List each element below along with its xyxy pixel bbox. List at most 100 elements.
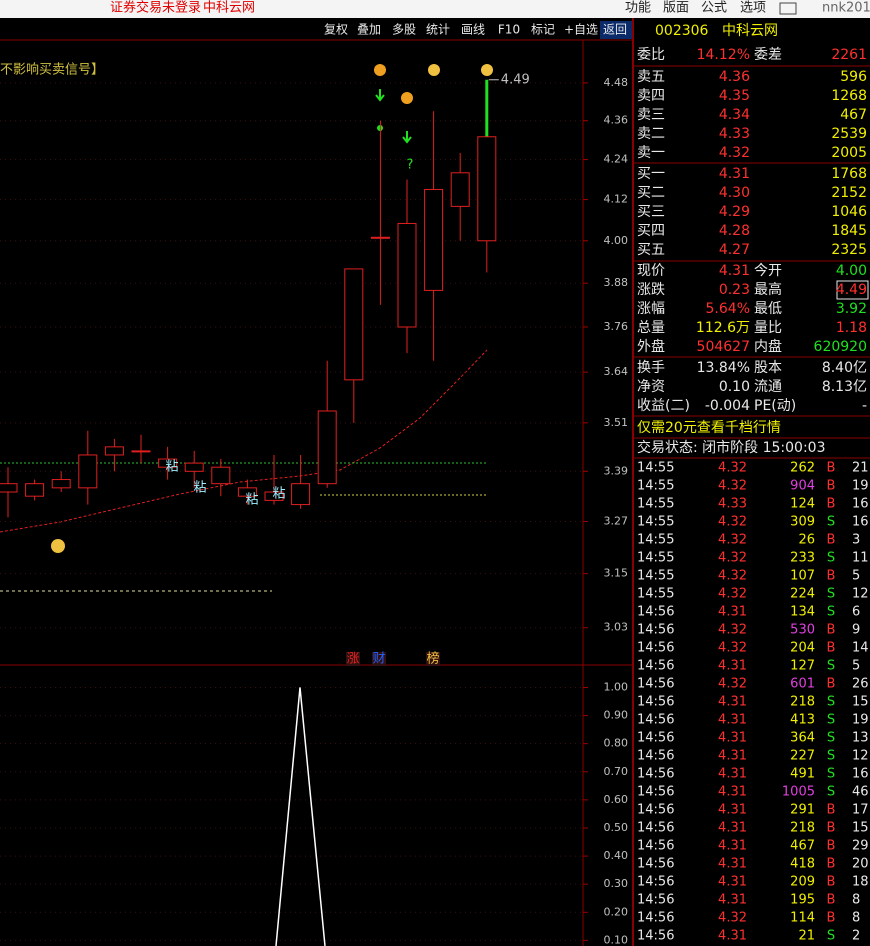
candle-body xyxy=(397,222,417,328)
trade-volume: 418 xyxy=(790,857,815,872)
quote-label: 买四 xyxy=(637,223,665,239)
trade-price: 4.32 xyxy=(718,623,747,638)
y-tick-label: 0.60 xyxy=(604,793,629,806)
trade-price: 4.31 xyxy=(718,605,747,620)
tag-bg xyxy=(346,652,360,666)
trade-time: 14:55 xyxy=(637,587,674,602)
trade-price: 4.31 xyxy=(718,659,747,674)
trade-count: 21 xyxy=(852,461,869,476)
trade-count: 16 xyxy=(852,515,869,530)
trade-count: 19 xyxy=(852,479,869,494)
trade-count: 8 xyxy=(852,893,860,908)
quote-label: PE(动) xyxy=(754,398,796,414)
trade-side: S xyxy=(827,515,835,530)
back-button-bg[interactable] xyxy=(600,21,632,39)
menu-item[interactable]: 选项 xyxy=(740,1,766,16)
top-bar xyxy=(0,0,870,18)
quote-value: - xyxy=(862,398,867,414)
toolbar-button[interactable]: 复权 xyxy=(324,23,348,37)
trade-time: 14:56 xyxy=(637,767,674,782)
trade-side: B xyxy=(827,821,836,836)
trade-side: B xyxy=(827,803,836,818)
trade-side: B xyxy=(827,839,836,854)
trade-volume: 218 xyxy=(790,821,815,836)
trade-volume: 124 xyxy=(790,497,815,512)
trade-price: 4.31 xyxy=(718,749,747,764)
trade-volume: 209 xyxy=(790,875,815,890)
quote-value: 1268 xyxy=(831,88,867,104)
toolbar-button[interactable]: F10 xyxy=(498,23,520,37)
menu-item[interactable]: 版面 xyxy=(663,1,689,16)
trade-side: B xyxy=(827,497,836,512)
toolbar-button[interactable]: 画线 xyxy=(461,23,485,37)
trade-side: S xyxy=(827,713,835,728)
trade-side: B xyxy=(827,677,836,692)
quote-value: 2152 xyxy=(831,185,867,201)
candle-body xyxy=(211,466,231,485)
candle-body xyxy=(424,188,444,291)
trade-time: 14:56 xyxy=(637,929,674,944)
candle-body xyxy=(51,479,71,489)
toolbar-button[interactable]: 标记 xyxy=(531,23,555,37)
y-tick-label: 0.10 xyxy=(604,933,629,946)
quote-value: 4.00 xyxy=(836,263,867,279)
trade-price: 4.32 xyxy=(718,515,747,530)
quote-value: 596 xyxy=(840,69,867,85)
trade-time: 14:55 xyxy=(637,461,674,476)
menu-item[interactable]: 公式 xyxy=(701,1,727,16)
trade-price: 4.32 xyxy=(718,677,747,692)
promo-link[interactable]: 仅需20元查看千档行情 xyxy=(637,420,781,436)
quote-label: 现价 xyxy=(637,263,665,279)
trade-side: B xyxy=(827,911,836,926)
mail-icon[interactable] xyxy=(779,2,797,15)
trade-count: 12 xyxy=(852,749,869,764)
y-tick-label: 0.90 xyxy=(604,709,629,722)
menu-item[interactable]: 功能 xyxy=(625,1,651,16)
toolbar-button[interactable]: +自选 xyxy=(564,23,598,37)
toolbar-button[interactable]: 叠加 xyxy=(357,23,381,37)
quote-value: 4.33 xyxy=(719,126,750,142)
trade-time: 14:55 xyxy=(637,479,674,494)
trade-volume: 233 xyxy=(790,551,815,566)
quote-value: 8.40亿 xyxy=(822,360,867,376)
trade-count: 9 xyxy=(852,623,860,638)
candle-body xyxy=(25,483,45,497)
quote-label: 今开 xyxy=(754,263,782,279)
signal-note: 不影响买卖信号】 xyxy=(0,62,104,78)
trade-price: 4.32 xyxy=(718,551,747,566)
quote-label: 委差 xyxy=(754,47,782,63)
trade-volume: 134 xyxy=(790,605,815,620)
signal-icons xyxy=(51,64,493,553)
trade-price: 4.32 xyxy=(718,479,747,494)
y-tick-label: 0.50 xyxy=(604,821,629,834)
trade-volume: 291 xyxy=(790,803,815,818)
toolbar-button[interactable]: 返回 xyxy=(603,23,627,37)
trade-time: 14:56 xyxy=(637,839,674,854)
trade-time: 14:56 xyxy=(637,641,674,656)
bottom-tag[interactable]: 榜 xyxy=(426,651,439,667)
toolbar-button[interactable]: 统计 xyxy=(426,23,450,37)
trade-price: 4.31 xyxy=(718,839,747,854)
trade-time: 14:56 xyxy=(637,605,674,620)
bottom-tag[interactable]: 涨 xyxy=(346,652,359,667)
quote-label: 收益(二) xyxy=(637,398,690,414)
toolbar-button[interactable]: 多股 xyxy=(392,23,416,37)
bottom-tag[interactable]: 财 xyxy=(372,652,385,667)
quote-value: 4.29 xyxy=(719,204,750,220)
trade-volume: 26 xyxy=(798,533,815,548)
y-tick-label: 0.40 xyxy=(604,849,629,862)
quote-label: 买五 xyxy=(637,242,665,258)
trade-side: B xyxy=(827,623,836,638)
candle-body xyxy=(184,462,204,472)
trade-time: 14:56 xyxy=(637,821,674,836)
candle-body xyxy=(78,454,98,489)
y-tick-label: 3.51 xyxy=(604,416,629,429)
candle-body xyxy=(104,446,124,456)
quote-value: 0.23 xyxy=(719,282,750,298)
quote-value: 14.12% xyxy=(697,47,750,63)
question-mark: ? xyxy=(407,158,414,173)
trade-volume: 262 xyxy=(790,461,815,476)
candle-body xyxy=(317,410,337,485)
trade-price: 4.32 xyxy=(718,641,747,656)
